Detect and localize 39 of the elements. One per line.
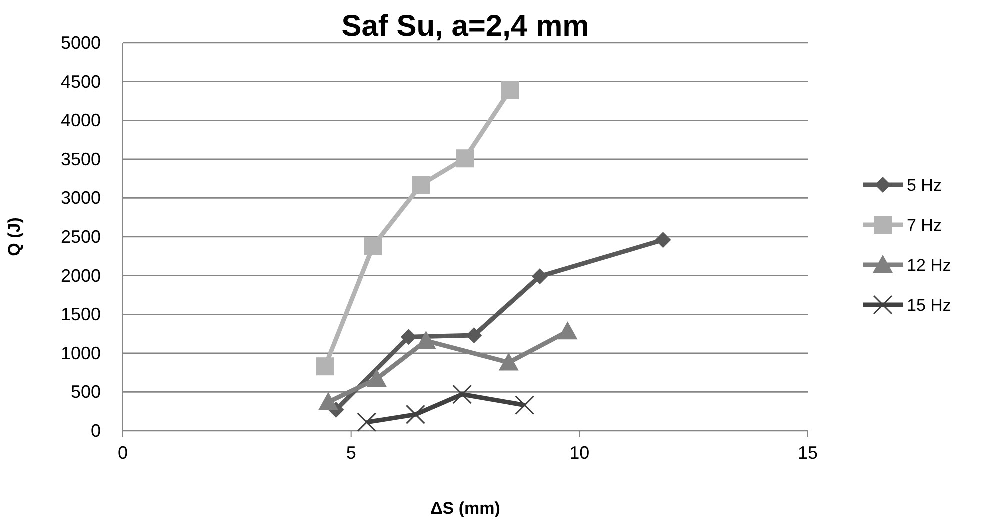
point bbox=[498, 352, 519, 371]
point bbox=[366, 369, 387, 388]
point bbox=[515, 396, 535, 416]
x-tick-label: 15 bbox=[798, 443, 818, 463]
legend-label: 15 Hz bbox=[907, 296, 952, 315]
point bbox=[558, 322, 578, 340]
x-tick-label: 0 bbox=[118, 443, 128, 463]
point bbox=[400, 329, 417, 346]
y-tick-label: 2000 bbox=[60, 266, 101, 286]
y-tick-label: 3500 bbox=[60, 149, 101, 170]
y-axis-title: Q (J) bbox=[5, 218, 24, 256]
y-tick-label: 0 bbox=[90, 421, 101, 441]
x-axis-title: ΔS (mm) bbox=[430, 499, 500, 518]
point bbox=[364, 237, 382, 256]
point bbox=[357, 412, 377, 432]
legend-label: 5 Hz bbox=[907, 176, 942, 195]
point bbox=[456, 150, 474, 168]
point bbox=[412, 176, 430, 194]
point bbox=[406, 404, 426, 424]
point bbox=[466, 328, 482, 344]
y-tick-label: 5000 bbox=[60, 33, 101, 53]
y-tick-label: 1500 bbox=[60, 304, 101, 325]
y-tick-label: 500 bbox=[70, 382, 101, 402]
y-tick-label: 4500 bbox=[60, 72, 101, 92]
x-tick-label: 5 bbox=[346, 443, 356, 463]
point bbox=[532, 268, 548, 285]
point bbox=[452, 384, 472, 404]
chart-title: Saf Su, a=2,4 mm bbox=[342, 10, 590, 43]
point bbox=[316, 358, 334, 376]
y-tick-label: 1000 bbox=[60, 343, 101, 364]
legend-label: 7 Hz bbox=[907, 216, 942, 235]
point bbox=[655, 232, 672, 248]
point bbox=[501, 81, 520, 100]
legend-label: 12 Hz bbox=[907, 256, 952, 275]
y-tick-label: 4000 bbox=[60, 110, 101, 131]
y-tick-label: 3000 bbox=[60, 188, 101, 208]
point bbox=[318, 392, 338, 410]
x-tick-label: 10 bbox=[570, 443, 590, 463]
y-tick-label: 2500 bbox=[60, 227, 101, 247]
